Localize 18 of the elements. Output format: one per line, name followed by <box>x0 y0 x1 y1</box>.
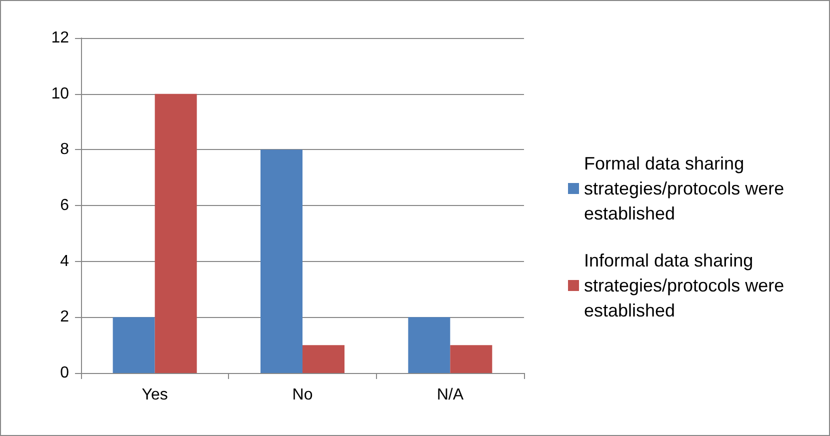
y-tick-label: 8 <box>60 141 70 158</box>
bar <box>302 345 344 373</box>
bar <box>260 150 302 373</box>
y-tick-label: 2 <box>60 308 70 326</box>
legend-label: Informal data sharing strategies/protocols were established <box>584 250 790 320</box>
y-tick-label: 10 <box>51 85 70 102</box>
x-tick-label: N/A <box>436 386 464 404</box>
x-tick-label: Yes <box>142 386 168 404</box>
y-tick-label: 6 <box>60 197 70 214</box>
bar <box>450 345 492 373</box>
y-tick-label: 4 <box>60 252 70 270</box>
y-tick-label: 12 <box>51 30 70 46</box>
y-tick-label: 0 <box>60 364 70 382</box>
x-tick-label: No <box>292 386 313 404</box>
bar <box>112 317 155 373</box>
legend-label: Formal data sharing strategies/protocols were established <box>584 154 790 224</box>
bar <box>154 94 197 373</box>
bar <box>408 317 450 373</box>
